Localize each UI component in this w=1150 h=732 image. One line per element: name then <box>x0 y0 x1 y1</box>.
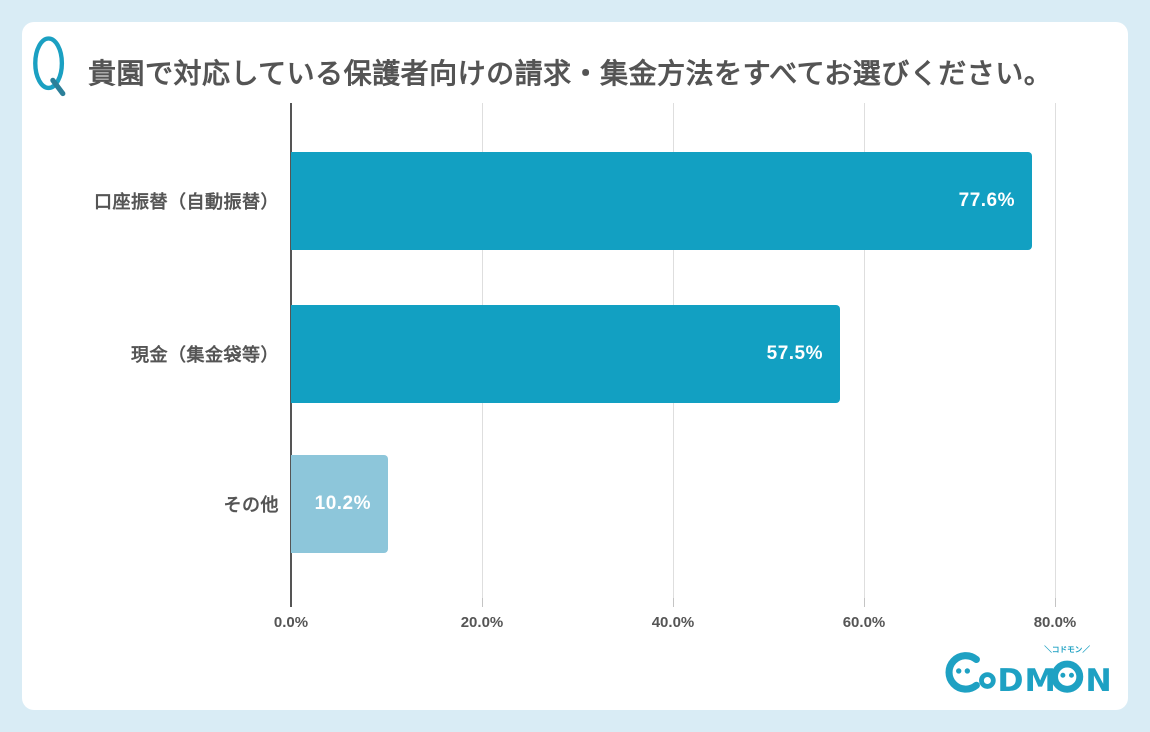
page-title: 貴園で対応している保護者向けの請求・集金方法をすべてお選びください。 <box>88 58 1053 89</box>
axis-tick <box>482 598 483 607</box>
x-axis-tick-label: 40.0% <box>651 614 695 631</box>
logo-letter-n: N <box>1085 663 1111 699</box>
x-axis-tick-label: 60.0% <box>842 614 886 631</box>
bar-chart-plot-area: 77.6% 57.5% 10.2% <box>290 103 1103 607</box>
gridline <box>864 103 865 598</box>
x-axis-tick-label: 0.0% <box>273 614 309 631</box>
x-axis-tick-label: 80.0% <box>1033 614 1077 631</box>
bar: 57.5% <box>291 305 840 403</box>
axis-tick <box>1055 598 1056 607</box>
codmon-logo: DM ＼コドモン／ N <box>945 644 1112 699</box>
bar-value-label: 10.2% <box>314 493 371 514</box>
x-axis-tick-label: 20.0% <box>460 614 504 631</box>
category-label: 現金（集金袋等） <box>131 345 279 365</box>
axis-tick <box>673 598 674 607</box>
bar: 77.6% <box>291 152 1032 250</box>
logo-letters-dm: DM <box>997 663 1056 699</box>
category-label: 口座振替（自動振替） <box>94 192 279 212</box>
axis-tick <box>864 598 865 607</box>
question-q-icon <box>33 36 66 97</box>
category-label: その他 <box>223 495 279 515</box>
gridline <box>1055 103 1056 598</box>
bar-value-label: 57.5% <box>766 343 823 364</box>
logo-kana: ＼コドモン／ <box>1044 644 1090 654</box>
bar-value-label: 77.6% <box>958 190 1015 211</box>
bar: 10.2% <box>291 455 388 553</box>
question-header: 貴園で対応している保護者向けの請求・集金方法をすべてお選びください。 <box>22 22 1128 112</box>
survey-result-card: 貴園で対応している保護者向けの請求・集金方法をすべてお選びください。 77.6%… <box>22 22 1128 710</box>
